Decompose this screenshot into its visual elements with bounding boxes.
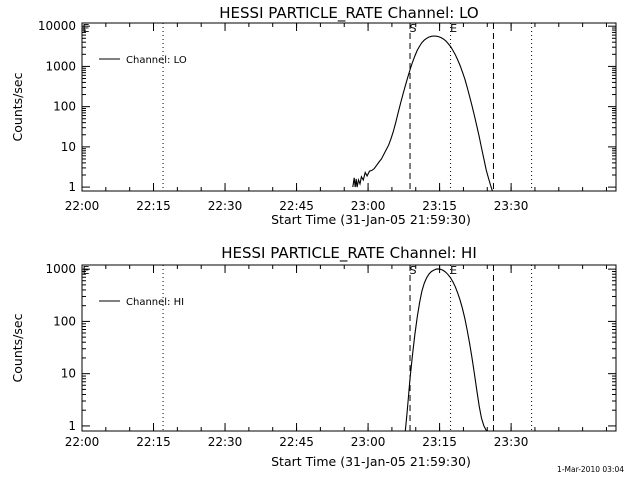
chart-title: HESSI PARTICLE_RATE Channel: HI xyxy=(221,244,477,263)
x-tick-label: 22:30 xyxy=(208,435,243,449)
x-tick-label: 23:00 xyxy=(351,435,386,449)
plot-frame xyxy=(81,264,617,432)
x-axis-label: Start Time (31-Jan-05 21:59:30) xyxy=(271,212,471,227)
x-axis-label: Start Time (31-Jan-05 21:59:30) xyxy=(271,454,471,469)
chart-title: HESSI PARTICLE_RATE Channel: LO xyxy=(219,4,478,23)
series-line-0 xyxy=(404,268,488,431)
x-tick-label: 23:00 xyxy=(351,199,386,213)
x-tick-label: 22:30 xyxy=(208,199,243,213)
x-tick-label: 22:45 xyxy=(279,199,314,213)
x-tick-label: 22:00 xyxy=(65,435,100,449)
y-tick-label: 100 xyxy=(53,314,76,328)
y-tick-label: 1000 xyxy=(45,262,76,276)
marker-label: E xyxy=(450,22,457,35)
y-tick-label: 10 xyxy=(61,140,76,154)
y-axis-label: Counts/sec xyxy=(10,313,25,382)
y-axis-label: Counts/sec xyxy=(10,72,25,141)
x-tick-label: 23:30 xyxy=(494,435,529,449)
y-tick-label: 1 xyxy=(68,180,76,194)
x-tick-label: 23:15 xyxy=(422,435,457,449)
corner-label: E xyxy=(83,264,90,277)
series-line-0 xyxy=(352,35,494,191)
marker-label: S xyxy=(410,22,417,35)
y-tick-label: 1 xyxy=(68,419,76,433)
y-tick-label: 10000 xyxy=(38,19,76,33)
x-tick-label: 22:15 xyxy=(136,199,171,213)
x-tick-label: 22:15 xyxy=(136,435,171,449)
y-tick-label: 100 xyxy=(53,100,76,114)
y-tick-label: 10 xyxy=(61,367,76,381)
legend-entry: Channel: HI xyxy=(126,297,184,308)
marker-label: E xyxy=(450,264,457,277)
x-tick-label: 22:00 xyxy=(65,199,100,213)
y-tick-label: 1000 xyxy=(45,59,76,73)
corner-label: E xyxy=(83,22,90,35)
footer-timestamp: 1-Mar-2010 03:04 xyxy=(557,465,624,474)
legend-entry: Channel: LO xyxy=(126,55,187,66)
chart-panel-lo: HESSI PARTICLE_RATE Channel: LO 22:00 22:1… xyxy=(10,4,617,227)
x-tick-label: 22:45 xyxy=(279,435,314,449)
chart-panel-hi: HESSI PARTICLE_RATE Channel: HI 22:00 22:1… xyxy=(10,244,617,469)
x-tick-label: 23:30 xyxy=(494,199,529,213)
plot-frame xyxy=(81,22,617,192)
x-tick-label: 23:15 xyxy=(422,199,457,213)
marker-label: S xyxy=(410,264,417,277)
